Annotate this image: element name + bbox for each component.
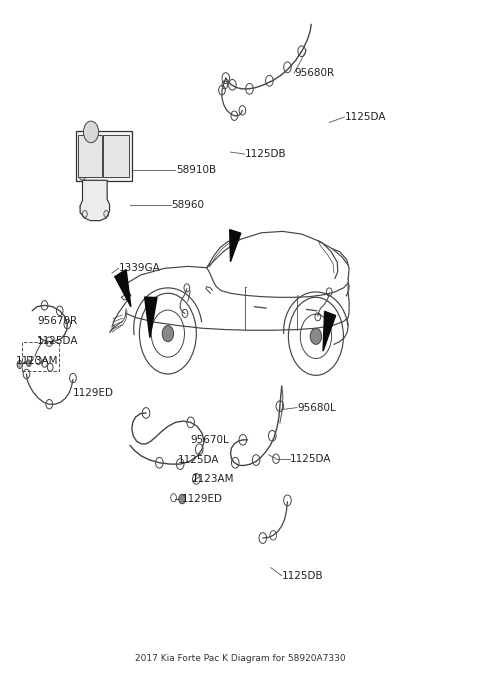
Circle shape	[104, 162, 110, 172]
Polygon shape	[230, 230, 241, 262]
Circle shape	[104, 143, 110, 153]
Circle shape	[79, 171, 86, 180]
Circle shape	[26, 360, 31, 367]
Circle shape	[17, 361, 23, 369]
Text: 95680R: 95680R	[295, 68, 335, 79]
Circle shape	[112, 162, 119, 172]
Text: 95670L: 95670L	[190, 435, 229, 445]
Text: 1125DA: 1125DA	[37, 336, 78, 346]
Text: 1123AM: 1123AM	[192, 474, 234, 484]
Text: 2017 Kia Forte Pac K Diagram for 58920A7330: 2017 Kia Forte Pac K Diagram for 58920A7…	[135, 654, 345, 663]
Polygon shape	[80, 180, 109, 220]
Circle shape	[310, 328, 322, 344]
FancyBboxPatch shape	[78, 135, 102, 177]
Text: 1125DA: 1125DA	[290, 454, 331, 464]
Circle shape	[179, 494, 185, 504]
FancyBboxPatch shape	[103, 135, 130, 177]
Circle shape	[162, 325, 174, 342]
Circle shape	[84, 121, 98, 142]
Text: 95680L: 95680L	[297, 403, 336, 413]
Text: 58910B: 58910B	[176, 165, 216, 174]
FancyBboxPatch shape	[76, 132, 132, 181]
Polygon shape	[144, 297, 157, 338]
Text: 1129ED: 1129ED	[73, 388, 114, 398]
Polygon shape	[115, 270, 131, 306]
Bar	[22, 342, 59, 371]
Text: 1125DA: 1125DA	[344, 112, 386, 122]
Text: 1125DB: 1125DB	[245, 149, 287, 159]
Text: 95670R: 95670R	[37, 316, 77, 326]
Circle shape	[112, 143, 119, 153]
Text: 1129ED: 1129ED	[182, 494, 223, 504]
Text: 1339GA: 1339GA	[119, 263, 161, 273]
Text: 1125DA: 1125DA	[178, 455, 219, 465]
Text: 1125DB: 1125DB	[282, 571, 324, 580]
Text: 1123AM: 1123AM	[16, 355, 59, 365]
Polygon shape	[323, 311, 336, 351]
Text: 58960: 58960	[171, 199, 204, 210]
